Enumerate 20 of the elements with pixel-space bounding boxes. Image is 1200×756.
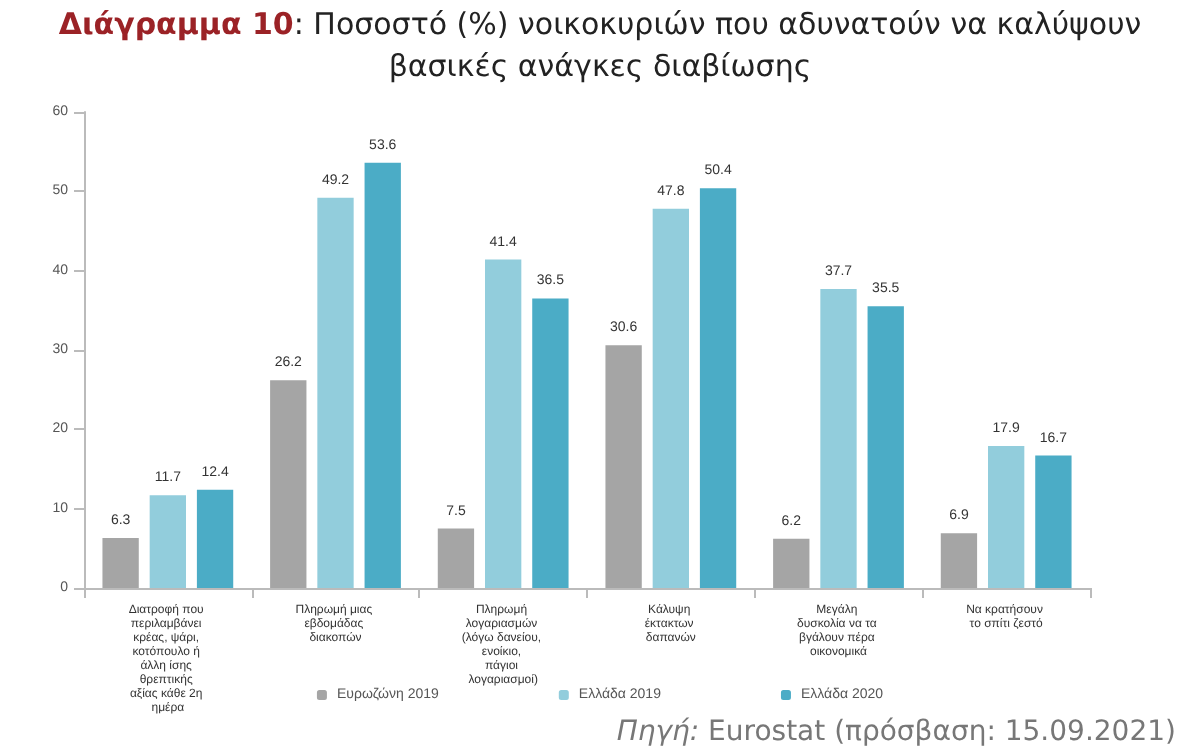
bar: [485, 259, 522, 588]
bar: [317, 197, 354, 588]
bar: [437, 528, 475, 588]
text: Πηγή: Eurostat (πρόσβαση: 15.09.2021): [616, 716, 1176, 748]
bar: [196, 489, 234, 588]
bar: [867, 306, 904, 588]
bar: [820, 288, 857, 588]
bar: [605, 345, 642, 588]
bar: [532, 298, 569, 588]
bar: [149, 495, 186, 588]
bar: [699, 188, 737, 588]
bar: [270, 380, 307, 588]
bar: [988, 445, 1025, 588]
chart-title: Διάγραμμα 10: Ποσοστό (%) νοικοκυριών που αδυνατούν να καλύψουν βασικές ανάγκες διαβίωσης: [56, 4, 1144, 88]
bar: [652, 208, 689, 588]
bar: [364, 162, 401, 588]
bar: [940, 533, 978, 588]
bar: [102, 538, 139, 588]
bar: [773, 538, 810, 588]
bar: [1035, 455, 1072, 588]
